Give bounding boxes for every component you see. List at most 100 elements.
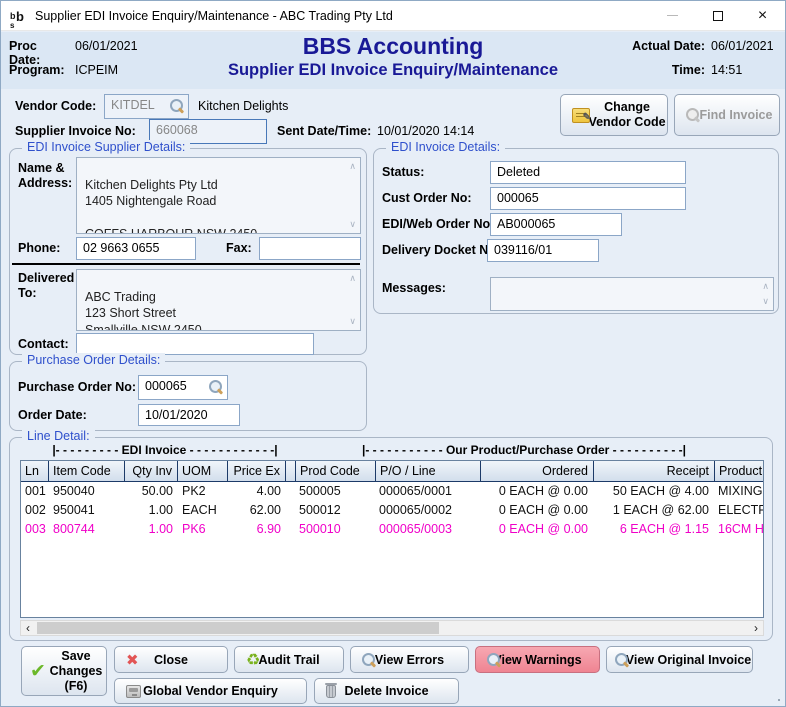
fax-label: Fax: [226, 241, 252, 256]
maximize-button[interactable] [695, 1, 740, 30]
minimize-icon [667, 15, 678, 16]
close-x-icon: ✖ [126, 651, 139, 669]
col-product-desc: Product De [715, 461, 763, 481]
close-window-button[interactable]: × [740, 1, 785, 30]
check-icon: ✔ [30, 664, 46, 679]
col-ordered: Ordered [481, 461, 594, 481]
actual-date: Actual Date:06/01/2021 [632, 39, 777, 53]
scroll-up-icon[interactable]: ∧ [349, 162, 356, 171]
screen-title: Supplier EDI Invoice Enquiry/Maintenance [1, 61, 785, 80]
col-receipt: Receipt [594, 461, 715, 481]
cabinet-icon [126, 685, 141, 698]
find-invoice-button[interactable]: Find Invoice [674, 94, 780, 136]
purchase-order-title: Purchase Order Details: [22, 353, 165, 367]
bbs-logo-icon [9, 7, 27, 25]
close-button[interactable]: ✖ Close [114, 646, 228, 673]
name-address-label: Name & Address: [18, 161, 72, 191]
invoice-details-title: EDI Invoice Details: [386, 140, 505, 154]
vendor-search-icon[interactable] [170, 99, 184, 113]
global-vendor-enquiry-button[interactable]: Global Vendor Enquiry [114, 678, 307, 704]
scroll-up-icon[interactable]: ∧ [349, 274, 356, 283]
sent-datetime-value: 10/01/2020 14:14 [377, 124, 474, 138]
order-date-field[interactable]: 10/01/2020 [138, 404, 240, 426]
scroll-up-icon[interactable]: ∧ [762, 282, 769, 291]
find-invoice-icon [686, 108, 700, 122]
edi-invoice-group-label: |- - - - - - - - - EDI Invoice - - - - -… [42, 443, 288, 457]
section-divider [12, 263, 360, 265]
screen-header: Proc Date:06/01/2021 Program:ICPEIM BBS … [1, 32, 785, 89]
purchase-order-no-label: Purchase Order No: [18, 380, 136, 395]
purchase-order-group: Purchase Order Details: Purchase Order N… [9, 361, 367, 431]
po-search-icon[interactable] [209, 380, 223, 394]
purchase-order-no-field[interactable]: 000065 [138, 375, 228, 400]
fax-field[interactable] [259, 237, 361, 260]
col-item-code: Item Code [49, 461, 125, 481]
scrollbar-thumb[interactable] [37, 622, 439, 634]
delivery-docket-field[interactable]: 039116/01 [487, 239, 599, 262]
scroll-down-icon[interactable]: ∨ [349, 317, 356, 326]
contact-label: Contact: [18, 337, 69, 352]
window-title: Supplier EDI Invoice Enquiry/Maintenance… [35, 9, 393, 23]
col-price-ex: Price Ex [228, 461, 286, 481]
supplier-invoice-label: Supplier Invoice No: [15, 124, 136, 139]
app-window: Supplier EDI Invoice Enquiry/Maintenance… [0, 0, 786, 707]
line-detail-table[interactable]: Ln Item Code Qty Inv UOM Price Ex Prod C… [20, 460, 764, 618]
contact-field[interactable] [76, 333, 314, 355]
scroll-down-icon[interactable]: ∨ [762, 297, 769, 306]
line-detail-group: Line Detail: |- - - - - - - - - EDI Invo… [9, 437, 773, 641]
line-detail-title: Line Detail: [22, 429, 95, 443]
status-field[interactable]: Deleted [490, 161, 686, 184]
audit-trail-button[interactable]: ♻ Audit Trail [234, 646, 344, 673]
sent-datetime-label: Sent Date/Time: [277, 124, 371, 139]
table-row-warning[interactable]: 003 800744 1.00 PK6 6.90 500010 000065/0… [21, 520, 763, 539]
our-product-group-label: |- - - - - - - - - - - Our Product/Purch… [293, 443, 755, 457]
resize-grip[interactable] [778, 699, 780, 701]
view-original-icon [615, 653, 629, 667]
view-warnings-button[interactable]: View Warnings [475, 646, 600, 673]
trash-icon [326, 685, 336, 698]
maximize-icon [713, 11, 723, 21]
cust-order-field[interactable]: 000065 [490, 187, 686, 210]
phone-field[interactable]: 02 9663 0655 [76, 237, 196, 260]
view-warnings-icon [487, 653, 501, 667]
invoice-details-group: EDI Invoice Details: Status: Deleted Cus… [373, 148, 779, 314]
recycle-icon: ♻ [246, 650, 260, 670]
table-row[interactable]: 001 950040 50.00 PK2 4.00 500005 000065/… [21, 482, 763, 501]
scroll-down-icon[interactable]: ∨ [349, 220, 356, 229]
delivered-to-textarea[interactable]: ABC Trading 123 Short Street Smallville … [76, 269, 361, 331]
phone-label: Phone: [18, 241, 60, 256]
table-header-row: Ln Item Code Qty Inv UOM Price Ex Prod C… [21, 461, 763, 482]
messages-textarea[interactable]: ∧ ∨ [490, 277, 774, 311]
view-errors-button[interactable]: View Errors [350, 646, 469, 673]
name-address-textarea[interactable]: Kitchen Delights Pty Ltd 1405 Nightengal… [76, 157, 361, 234]
delivered-to-label: Delivered To: [18, 271, 74, 301]
time: Time:14:51 [672, 63, 777, 77]
col-po-line: P/O / Line [376, 461, 481, 481]
delivery-docket-label: Delivery Docket No: [382, 243, 500, 258]
change-vendor-icon [572, 108, 590, 123]
col-qty-inv: Qty Inv [125, 461, 178, 481]
table-row[interactable]: 002 950041 1.00 EACH 62.00 500012 000065… [21, 501, 763, 520]
status-label: Status: [382, 165, 424, 180]
vendor-code-field[interactable]: KITDEL [104, 94, 189, 119]
close-icon: × [758, 8, 767, 24]
title-bar: Supplier EDI Invoice Enquiry/Maintenance… [1, 1, 785, 31]
vendor-code-label: Vendor Code: [15, 99, 96, 114]
scroll-right-icon[interactable]: › [749, 621, 763, 635]
minimize-button[interactable] [650, 1, 695, 30]
col-uom: UOM [178, 461, 228, 481]
messages-label: Messages: [382, 281, 446, 296]
view-original-invoice-button[interactable]: View Original Invoice [606, 646, 753, 673]
delete-invoice-button[interactable]: Delete Invoice [314, 678, 459, 704]
scroll-left-icon[interactable]: ‹ [21, 621, 35, 635]
supplier-details-group: EDI Invoice Supplier Details: Name & Add… [9, 148, 367, 355]
col-prod-code: Prod Code [296, 461, 376, 481]
horizontal-scrollbar[interactable]: ‹ › [20, 620, 764, 636]
change-vendor-code-button[interactable]: Change Vendor Code [560, 94, 668, 136]
edi-web-order-label: EDI/Web Order No: [382, 217, 494, 232]
supplier-details-title: EDI Invoice Supplier Details: [22, 140, 190, 154]
save-changes-button[interactable]: ✔ Save Changes (F6) [21, 646, 107, 696]
view-errors-icon [362, 653, 376, 667]
edi-web-order-field[interactable]: AB000065 [490, 213, 622, 236]
order-date-label: Order Date: [18, 408, 87, 423]
